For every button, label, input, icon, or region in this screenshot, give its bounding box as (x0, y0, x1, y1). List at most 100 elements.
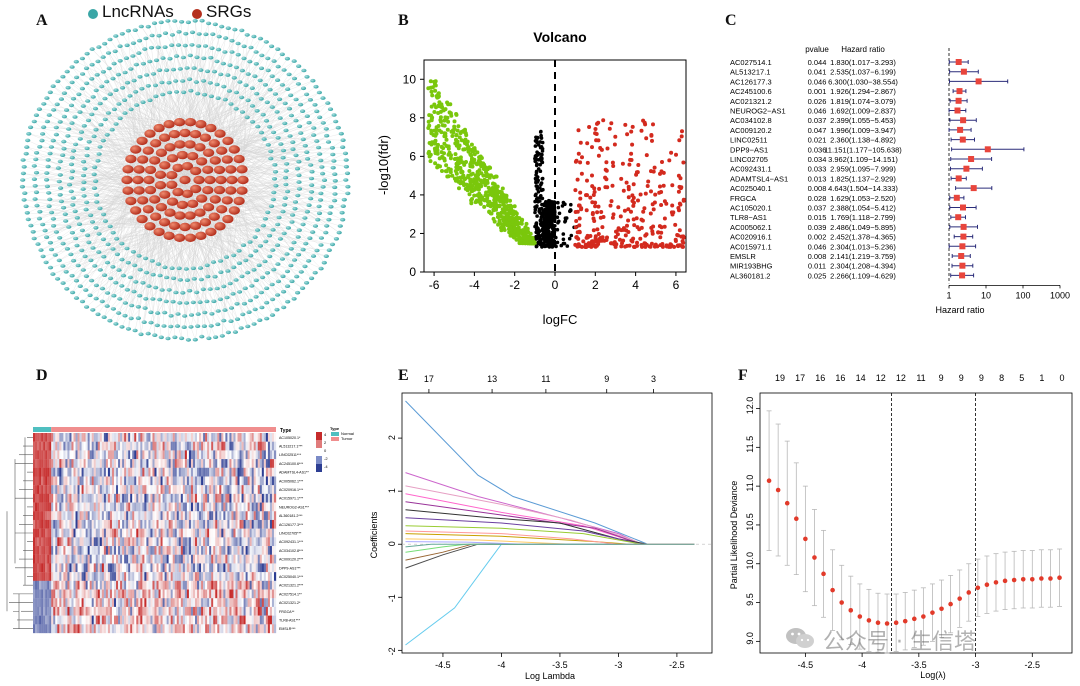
lncrna-node (117, 44, 123, 48)
heatmap-cell (152, 493, 155, 503)
heatmap-cell (33, 476, 36, 486)
volcano-point-down (433, 151, 438, 156)
lncrna-node (143, 256, 149, 261)
heatmap-cell (273, 493, 277, 503)
heatmap-cell (81, 459, 84, 468)
lncrna-node (136, 51, 142, 55)
heatmap-cell (95, 476, 98, 486)
heatmap-cell (144, 476, 147, 486)
volcano-point-up (626, 195, 631, 200)
heatmap-cell (85, 476, 88, 486)
srg-node (209, 195, 221, 204)
srg-node (196, 157, 208, 166)
volcano-point-up (657, 190, 662, 195)
lncrna-node (274, 110, 280, 114)
volcano-point-up (625, 243, 629, 248)
volcano-point-ns (533, 159, 537, 163)
heatmap-cell (207, 467, 210, 477)
lncrna-node (110, 76, 116, 81)
heatmap-cell (101, 485, 105, 495)
srg-node (144, 129, 156, 138)
heatmap-cell (53, 485, 56, 495)
volcano-point-down (478, 184, 483, 189)
heatmap-cell (160, 493, 163, 503)
volcano-point-down (479, 156, 484, 160)
heatmap-cell (192, 450, 196, 460)
heatmap-cell (69, 433, 72, 442)
heatmap-cell (172, 450, 175, 460)
volcano-point-up (667, 158, 672, 163)
lncrna-node (71, 258, 77, 263)
lncrna-node (108, 276, 114, 281)
lncrna-node (285, 284, 291, 289)
network-edge (152, 235, 170, 261)
heatmap-cell (162, 502, 165, 512)
lncrna-node (68, 162, 75, 167)
hr-point (958, 253, 965, 259)
volcano-point-up (653, 192, 658, 197)
lncrna-node (168, 314, 174, 318)
volcano-point-up (629, 238, 634, 243)
hr-label: 1.819(1.074−3.079) (830, 97, 896, 106)
lncrna-node (296, 228, 302, 232)
volcano-point-up (644, 153, 649, 158)
col-header-hr: Hazard ratio (841, 45, 885, 54)
heatmap-cell (105, 502, 109, 512)
heatmap-cell (114, 511, 117, 521)
volcano-point-up (611, 164, 616, 168)
heatmap-cell (47, 450, 50, 460)
heatmap-cell (122, 502, 125, 512)
hr-label: 4.643(1.504−14.333) (828, 184, 898, 193)
heatmap-cell (43, 511, 46, 521)
volcano-point-down (432, 110, 437, 114)
lncrna-node (107, 37, 113, 42)
lncrna-node (257, 318, 263, 323)
heatmap-cell (192, 485, 196, 495)
heatmap-cell (99, 485, 102, 495)
lncrna-node (74, 75, 80, 80)
heatmap-cell (265, 476, 269, 486)
lncrna-node (127, 275, 133, 280)
x-tick-label: 10 (981, 290, 991, 300)
lncrna-node (198, 277, 204, 282)
lncrna-node (48, 145, 55, 149)
network-edge (172, 99, 226, 159)
lncrna-node (318, 158, 324, 163)
network-edge (234, 210, 308, 212)
lncrna-node (61, 146, 67, 151)
heatmap-cell (33, 441, 36, 451)
network-edge (51, 200, 131, 250)
srg-node (222, 136, 234, 146)
heatmap-cell (77, 433, 80, 442)
lncrna-node (98, 122, 104, 127)
lncrna-node (23, 151, 29, 156)
lncrna-node (179, 20, 185, 24)
volcano-point-up (650, 202, 655, 207)
heatmap-cell (65, 433, 68, 442)
lncrna-node (32, 184, 38, 188)
x-tick-label: -4 (469, 278, 480, 292)
lncrna-node (48, 247, 55, 252)
gene-label: AL513217.1 (730, 68, 770, 77)
volcano-point-down (501, 216, 506, 221)
lncrna-node (305, 157, 311, 161)
heatmap-cell (47, 493, 50, 503)
lncrna-node (104, 304, 110, 308)
heatmap-cell (253, 441, 256, 451)
heatmap-cell (273, 433, 277, 442)
heatmap-cell (231, 459, 234, 468)
heatmap-cell (239, 441, 242, 451)
lncrna-node (202, 92, 208, 97)
heatmap-cell (105, 511, 109, 521)
volcano-point-down (445, 127, 450, 132)
network-edge (227, 140, 348, 194)
heatmap-cell (229, 485, 232, 495)
heatmap-cell (146, 433, 149, 442)
heatmap-cell (182, 459, 186, 468)
lncrna-node (75, 263, 81, 268)
heatmap-cell (251, 433, 254, 442)
volcano-point-down (524, 221, 529, 226)
lncrna-node (93, 226, 99, 230)
volcano-point-up (610, 160, 615, 165)
volcano-point-ns (540, 149, 545, 153)
